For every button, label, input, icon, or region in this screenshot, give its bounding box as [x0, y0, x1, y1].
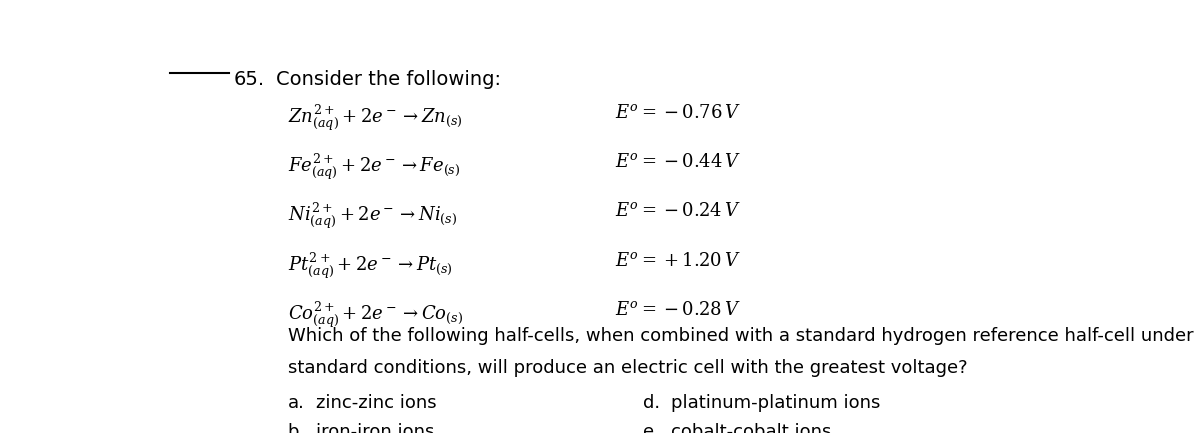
Text: 65.: 65. — [234, 70, 265, 89]
Text: $E^o = -0.76\,V$: $E^o = -0.76\,V$ — [616, 103, 742, 122]
Text: iron-iron ions: iron-iron ions — [316, 423, 434, 433]
Text: $Zn^{2+}_{(aq)} + 2e^- \rightarrow Zn_{(s)}$: $Zn^{2+}_{(aq)} + 2e^- \rightarrow Zn_{(… — [288, 103, 462, 134]
Text: cobalt-cobalt ions: cobalt-cobalt ions — [671, 423, 832, 433]
Text: b.: b. — [288, 423, 305, 433]
Text: $Ni^{2+}_{(aq)} + 2e^- \rightarrow Ni_{(s)}$: $Ni^{2+}_{(aq)} + 2e^- \rightarrow Ni_{(… — [288, 202, 457, 233]
Text: e.: e. — [643, 423, 660, 433]
Text: $Co^{2+}_{(aq)} + 2e^- \rightarrow Co_{(s)}$: $Co^{2+}_{(aq)} + 2e^- \rightarrow Co_{(… — [288, 301, 463, 331]
Text: standard conditions, will produce an electric cell with the greatest voltage?: standard conditions, will produce an ele… — [288, 359, 967, 377]
Text: $E^o = -0.28\,V$: $E^o = -0.28\,V$ — [616, 301, 740, 319]
Text: $E^o = -0.24\,V$: $E^o = -0.24\,V$ — [616, 202, 740, 220]
Text: platinum-platinum ions: platinum-platinum ions — [671, 394, 880, 412]
Text: a.: a. — [288, 394, 305, 412]
Text: $Fe^{2+}_{(aq)} + 2e^- \rightarrow Fe_{(s)}$: $Fe^{2+}_{(aq)} + 2e^- \rightarrow Fe_{(… — [288, 153, 460, 183]
Text: Which of the following half-cells, when combined with a standard hydrogen refere: Which of the following half-cells, when … — [288, 327, 1193, 345]
Text: $Pt^{2+}_{(aq)} + 2e^- \rightarrow Pt_{(s)}$: $Pt^{2+}_{(aq)} + 2e^- \rightarrow Pt_{(… — [288, 252, 452, 282]
Text: d.: d. — [643, 394, 660, 412]
Text: Consider the following:: Consider the following: — [276, 70, 500, 89]
Text: $E^o = -0.44\,V$: $E^o = -0.44\,V$ — [616, 153, 742, 171]
Text: zinc-zinc ions: zinc-zinc ions — [316, 394, 436, 412]
Text: $E^o = +1.20\,V$: $E^o = +1.20\,V$ — [616, 252, 740, 270]
